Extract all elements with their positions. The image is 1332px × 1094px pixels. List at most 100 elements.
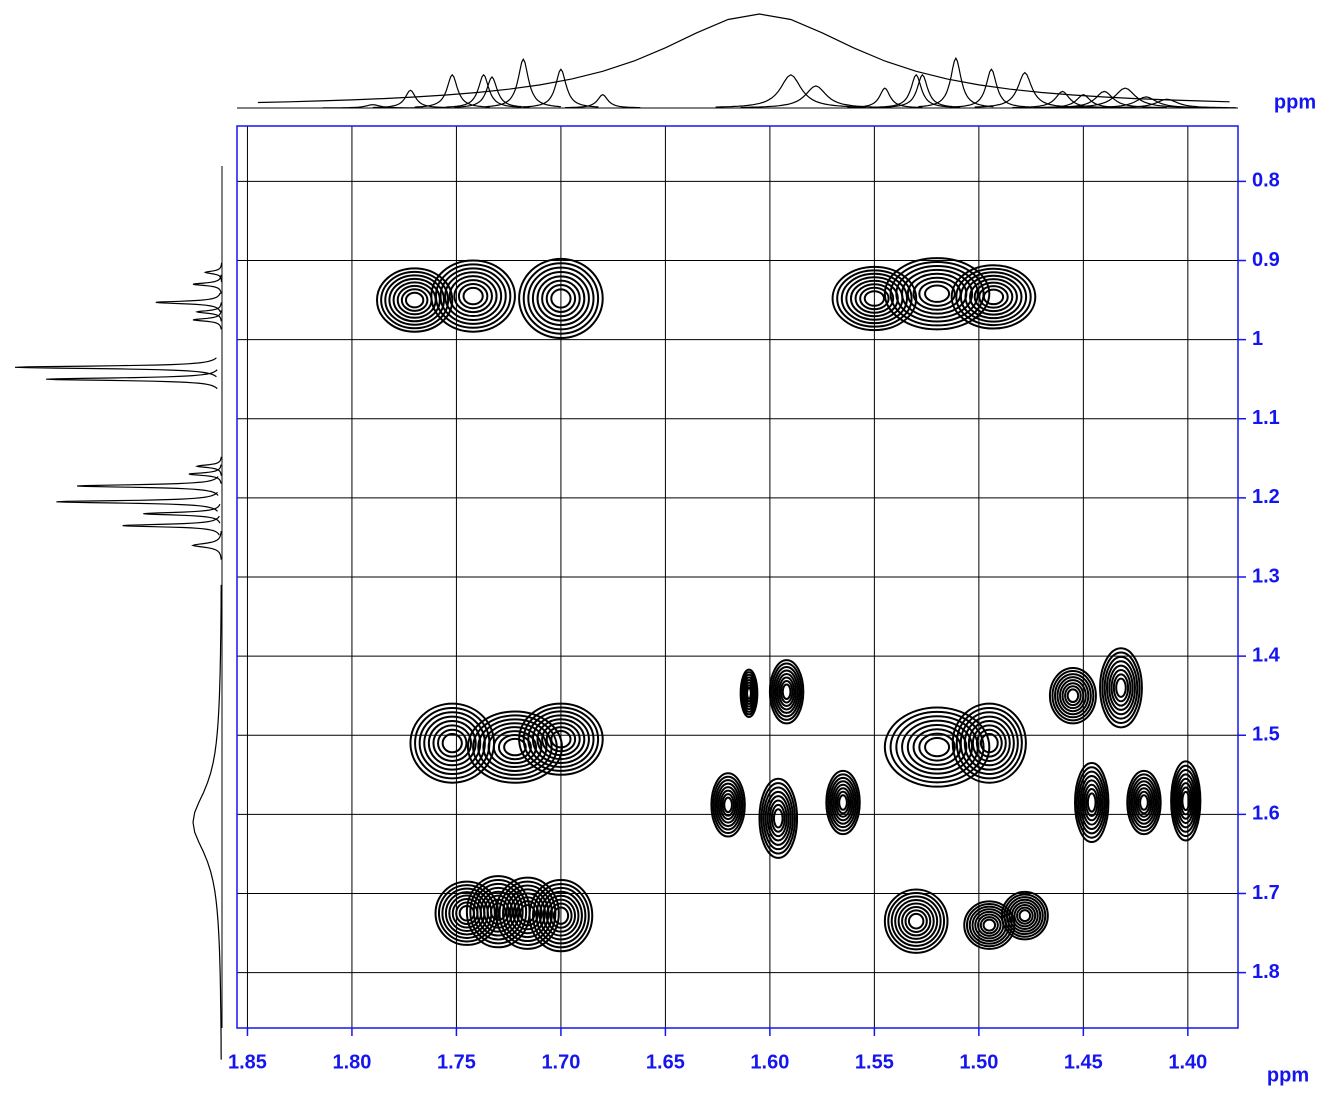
x-tick-label: 1.55	[855, 1051, 894, 1073]
left-projection-peak	[143, 503, 221, 524]
contour-level	[1081, 779, 1103, 826]
contour-level	[427, 720, 477, 767]
contour-level	[832, 783, 854, 822]
contour-level	[770, 662, 803, 721]
contour-level	[907, 912, 925, 930]
cross-peak	[883, 706, 991, 788]
contour-level	[1048, 666, 1097, 725]
cross-peak	[1048, 666, 1097, 725]
contour-level	[430, 259, 516, 333]
contour-level	[721, 793, 735, 817]
contour-level	[515, 900, 540, 927]
contour-level	[1108, 664, 1134, 711]
contour-level	[979, 733, 999, 754]
contour-level	[883, 888, 949, 954]
contour-level	[854, 283, 895, 314]
cross-peak	[739, 668, 759, 719]
contour-level	[714, 779, 743, 831]
contour-level	[889, 261, 985, 327]
contour-level	[825, 769, 861, 836]
top-projection-peak	[715, 74, 867, 108]
contour-level	[487, 726, 543, 769]
contour-level	[550, 730, 572, 749]
contour-level	[982, 918, 997, 932]
top-projection-peak	[847, 87, 923, 109]
left-projection-peak	[188, 464, 222, 484]
contour-level	[479, 890, 517, 933]
contour-level	[1059, 679, 1087, 713]
contour-level	[924, 284, 951, 303]
contour-level	[469, 879, 528, 945]
x-tick-label: 1.80	[332, 1051, 371, 1073]
contour-level	[1077, 770, 1106, 835]
contour-level	[779, 679, 794, 704]
contour-level	[549, 902, 573, 929]
left-projection-peak	[192, 584, 222, 1060]
contour-level	[979, 916, 999, 935]
contour-level	[527, 710, 595, 768]
y-axis-label: ppm	[1274, 91, 1316, 113]
y-tick-label: 0.8	[1252, 170, 1280, 192]
contour-level	[906, 723, 968, 771]
y-tick-label: 1.4	[1252, 644, 1281, 666]
top-projection-peak	[953, 68, 1030, 108]
top-projection-peak	[523, 68, 599, 108]
contour-level	[924, 737, 951, 758]
contour-level	[717, 786, 739, 824]
contour-level	[1181, 790, 1191, 812]
contour-level	[1013, 903, 1037, 928]
contour-level	[1126, 769, 1162, 836]
top-projection-peak	[372, 89, 449, 109]
contour-level	[830, 780, 856, 825]
contour-level	[863, 290, 885, 307]
contour-level	[781, 683, 792, 701]
x-axis-label: ppm	[1267, 1064, 1309, 1086]
top-projection-peak	[445, 73, 522, 108]
contour-level	[710, 772, 746, 838]
contour-level	[1085, 788, 1099, 817]
contour-level	[476, 886, 521, 937]
contour-level	[1016, 906, 1034, 925]
contour-level	[973, 281, 1014, 313]
contour-level	[969, 278, 1018, 316]
contour-level	[550, 288, 572, 309]
contour-level	[950, 264, 1037, 330]
contour-level	[1051, 670, 1095, 722]
left-projection-peak	[203, 262, 223, 283]
contour-level	[522, 262, 600, 335]
contour-level	[437, 884, 496, 943]
contour-level	[901, 268, 974, 319]
contour-level	[723, 796, 733, 814]
contour-level	[772, 808, 784, 829]
contour-level	[437, 728, 468, 758]
contour-level	[444, 271, 503, 321]
contour-level	[1129, 776, 1159, 829]
contour-level	[545, 726, 577, 753]
contour-level	[836, 269, 913, 328]
y-tick-label: 1.6	[1252, 803, 1280, 825]
contour-level	[1099, 647, 1143, 729]
contour-level	[827, 773, 859, 832]
cross-peak	[518, 257, 604, 340]
left-projection-peak	[195, 456, 222, 476]
contour-level	[1133, 783, 1155, 822]
contour-level	[1135, 787, 1153, 818]
contour-level	[762, 786, 794, 851]
x-tick-label: 1.70	[541, 1051, 580, 1073]
contour-level	[840, 272, 908, 325]
x-tick-label: 1.75	[437, 1051, 476, 1073]
contour-level	[890, 895, 942, 947]
contour-level	[542, 894, 580, 937]
cross-peak	[1126, 769, 1162, 836]
contour-level	[423, 715, 482, 771]
contour-level	[971, 724, 1007, 762]
x-tick-label: 1.45	[1064, 1051, 1103, 1073]
top-projection-peak	[454, 76, 530, 108]
contour-level	[1110, 668, 1132, 707]
contour-level	[536, 275, 586, 322]
contour-level	[768, 799, 788, 838]
contour-level	[918, 732, 956, 762]
left-projection-peak	[122, 515, 220, 536]
contour-level	[498, 880, 557, 946]
contour-level	[764, 790, 792, 846]
